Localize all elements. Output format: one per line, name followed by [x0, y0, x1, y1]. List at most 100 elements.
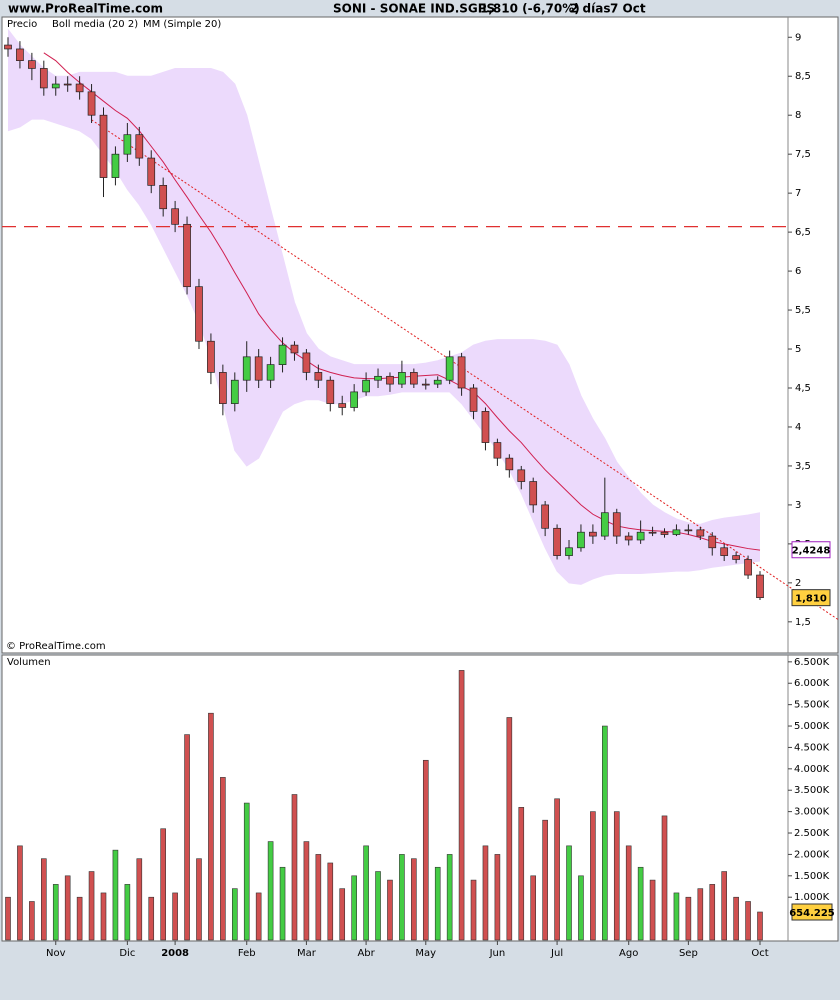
y-tick-label: 6: [795, 266, 801, 277]
candle-body: [445, 356, 454, 381]
candle-body: [28, 60, 36, 69]
y-tick-label: 7: [795, 188, 801, 199]
y-tick-label: 6,5: [795, 227, 811, 238]
volume-bar: [184, 734, 190, 941]
volume-bar: [518, 807, 525, 941]
y-tick-label: 4: [795, 422, 801, 433]
y-tick-label: 3,5: [795, 461, 811, 472]
candle-body: [207, 340, 215, 373]
candle-body: [696, 529, 705, 537]
volume-bar: [637, 866, 644, 941]
x-tick-label: Dic: [119, 948, 135, 959]
candle-body: [254, 356, 263, 381]
volume-bar: [578, 875, 584, 941]
volume-bar: [160, 828, 166, 941]
boll-last-value-box: [791, 541, 831, 559]
x-tick-label: Abr: [357, 948, 375, 959]
candle-body: [39, 68, 48, 89]
volume-bar: [530, 875, 537, 941]
x-tick-label: Feb: [238, 948, 256, 959]
candle-body: [433, 379, 442, 385]
candle-body: [660, 531, 669, 535]
candle-body: [553, 527, 561, 556]
candle-body: [732, 555, 740, 560]
candle-body: [362, 379, 370, 393]
candle-body: [505, 457, 514, 471]
candle-body: [672, 529, 681, 535]
candle-body: [386, 375, 394, 385]
candle-body: [51, 83, 60, 89]
volume-bar: [554, 798, 560, 941]
volume-bar: [685, 896, 692, 941]
candle-body: [123, 134, 132, 155]
candle-body: [4, 44, 12, 50]
candle-body: [517, 469, 526, 482]
volume-bar: [172, 892, 178, 941]
y-tick-label: 6.000K: [794, 678, 830, 689]
candle-body: [63, 83, 72, 86]
candle-body: [457, 356, 466, 389]
candle-body: [481, 411, 490, 443]
volume-bar: [52, 884, 59, 941]
candle-body: [314, 372, 323, 381]
volume-bar: [590, 811, 596, 941]
volume-bar: [446, 854, 453, 941]
volume-bar: [41, 858, 47, 941]
volume-bar: [649, 879, 656, 941]
volume-bar: [363, 845, 369, 941]
volume-bar: [339, 888, 346, 941]
legend-price: Precio: [7, 19, 37, 30]
price-last-value-box: [791, 589, 831, 607]
volume-bar: [411, 858, 417, 941]
volume-bar: [613, 811, 620, 941]
volume-bar: [602, 725, 608, 941]
candle-body: [195, 286, 203, 342]
candle-body: [266, 364, 275, 381]
volume-bar: [721, 871, 727, 941]
date: 7 Oct: [610, 2, 646, 16]
candle-body: [326, 379, 335, 404]
candle-body: [493, 442, 502, 459]
volume-bar: [279, 866, 286, 941]
volume-bar: [100, 892, 107, 941]
candle-body: [171, 208, 179, 225]
candle-body: [541, 504, 549, 529]
y-tick-label: 8,5: [795, 71, 811, 82]
candle-body: [75, 83, 84, 93]
candle-body: [684, 529, 693, 532]
candle-body: [720, 547, 729, 556]
candle-body: [135, 134, 144, 159]
volume-bar: [220, 777, 226, 941]
bollinger-lower: [7, 118, 761, 585]
y-tick-label: 5,5: [795, 305, 811, 316]
volume-bar: [434, 866, 441, 941]
y-tick-label: 1.500K: [794, 871, 830, 882]
volume-bar: [231, 888, 238, 941]
volume-bar: [148, 896, 155, 941]
volume-bar: [208, 712, 214, 941]
volume-bar: [494, 854, 501, 941]
x-tick-label: Jun: [489, 948, 506, 959]
candle-body: [87, 91, 96, 116]
y-tick-label: 4.000K: [794, 764, 830, 775]
volume-bar: [375, 871, 381, 941]
candle-body: [219, 372, 227, 404]
y-tick-label: 7,5: [795, 149, 811, 160]
candle-body: [242, 356, 251, 381]
candle-body: [99, 114, 108, 178]
candle-body: [111, 153, 120, 178]
y-tick-label: 3.500K: [794, 785, 830, 796]
candle-body: [744, 559, 752, 576]
candle-body: [147, 157, 156, 186]
volume-bar: [697, 888, 704, 941]
boll-last-value: 2,4248: [792, 546, 831, 557]
volume-bar: [399, 854, 405, 941]
volume-bar: [112, 849, 119, 941]
volume-bar: [470, 879, 477, 941]
candle-body: [278, 344, 287, 365]
y-tick-label: 9: [795, 32, 801, 43]
volume-bar: [291, 794, 298, 941]
candle-body: [577, 531, 585, 549]
volume-bar: [351, 875, 357, 941]
y-tick-label: 4.500K: [794, 742, 830, 753]
